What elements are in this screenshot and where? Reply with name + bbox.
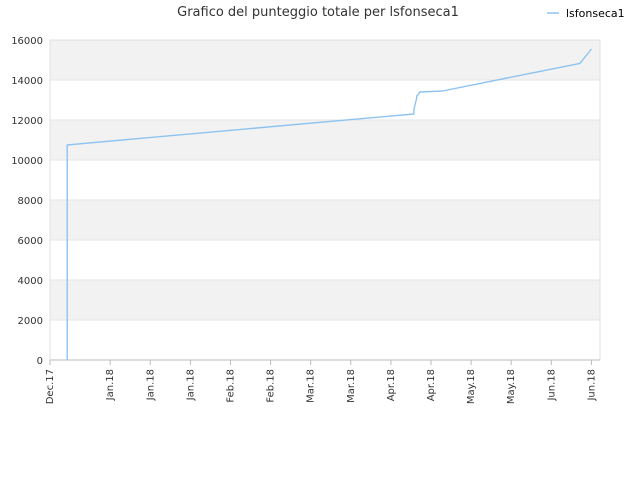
series-line-lsfonseca1 bbox=[66, 48, 592, 360]
y-tick-label: 14000 bbox=[11, 76, 43, 87]
y-tick-label: 4000 bbox=[18, 276, 43, 287]
x-tick-label: Mar.18 bbox=[306, 369, 317, 403]
plot-band bbox=[50, 320, 600, 360]
legend: lsfonseca1 bbox=[547, 7, 625, 20]
legend-label: lsfonseca1 bbox=[566, 7, 625, 20]
x-tick-label: Apr.18 bbox=[426, 369, 437, 401]
y-tick-label: 10000 bbox=[11, 156, 43, 167]
x-tick-label: Apr.18 bbox=[386, 369, 397, 401]
x-tick-label: May.18 bbox=[466, 369, 477, 404]
x-tick-label: Jun.18 bbox=[586, 369, 597, 402]
plot-band bbox=[50, 160, 600, 200]
plot-band bbox=[50, 240, 600, 280]
chart-title: Grafico del punteggio totale per lsfonse… bbox=[177, 5, 459, 20]
x-tick-label: Jan.18 bbox=[105, 369, 116, 401]
x-tick-label: Feb.18 bbox=[225, 369, 236, 403]
x-tick-label: Mar.18 bbox=[346, 369, 357, 403]
plot-area: 0 2000 4000 6000 8000 10000 12000 14000 16000 Dec… bbox=[11, 36, 601, 404]
y-tick-label: 12000 bbox=[11, 116, 43, 127]
x-tick-label: Dec.17 bbox=[45, 369, 56, 404]
x-tick-label: Feb.18 bbox=[266, 369, 277, 403]
x-tick-label: Jun.18 bbox=[546, 369, 557, 402]
y-tick-label: 0 bbox=[37, 356, 43, 367]
y-tick-label: 2000 bbox=[18, 316, 43, 327]
plot-band bbox=[50, 280, 600, 320]
plot-band bbox=[50, 200, 600, 240]
y-tick-label: 6000 bbox=[18, 236, 43, 247]
plot-band bbox=[50, 40, 600, 80]
x-tick-label: May.18 bbox=[506, 369, 517, 404]
y-tick-label: 16000 bbox=[11, 36, 43, 47]
plot-band bbox=[50, 120, 600, 160]
x-tick-label: Jan.18 bbox=[185, 369, 196, 401]
plot-band bbox=[50, 80, 600, 120]
x-tick-label: Jan.18 bbox=[145, 369, 156, 401]
y-tick-label: 8000 bbox=[18, 196, 43, 207]
